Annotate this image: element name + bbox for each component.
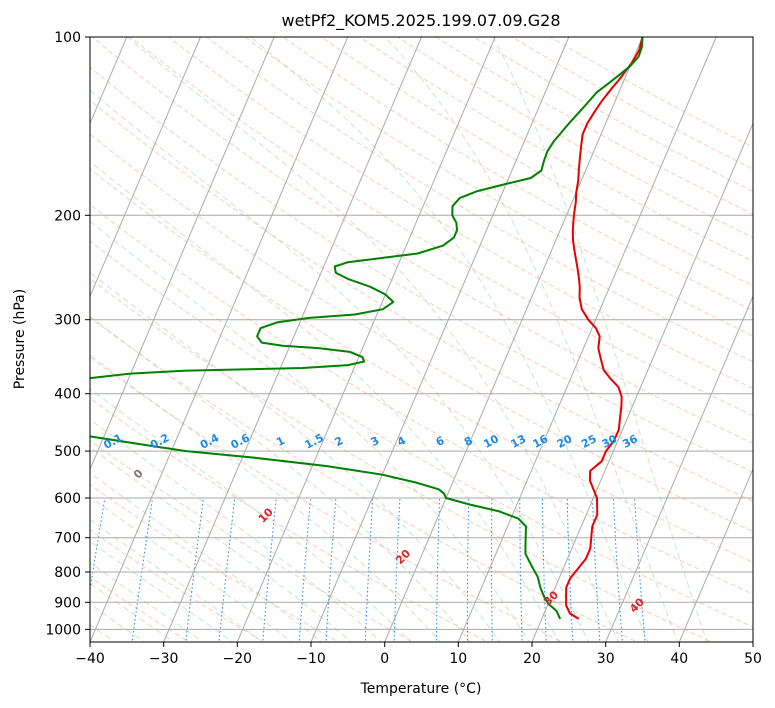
isotherm-line: [605, 295, 753, 642]
x-tick-label: −20: [223, 651, 253, 667]
mixing-ratio-label: 16: [531, 432, 551, 451]
moist-adiabat-line: [127, 37, 619, 642]
y-tick-label: 200: [54, 208, 81, 224]
y-tick-label: 600: [54, 491, 81, 507]
y-tick-label: 1000: [45, 622, 81, 638]
y-tick-label: 100: [54, 30, 81, 46]
mixing-ratio-label: 30: [600, 432, 620, 451]
y-tick-label: 500: [54, 444, 81, 460]
x-tick-label: −30: [149, 651, 179, 667]
isotherm-line: [236, 37, 496, 642]
mixing-ratio-line: [131, 497, 154, 642]
plot-frame: [89, 36, 754, 643]
mixing-ratio-line: [185, 497, 204, 642]
temperature-profile-line: [565, 37, 644, 620]
dry-adiabat-line: [90, 133, 753, 533]
moist-adiabat-line: [90, 160, 560, 642]
x-tick-label: 30: [597, 651, 615, 667]
y-axis: 1000 900 800 700 600 500 400 300 200 100: [45, 30, 90, 638]
isobars: [90, 37, 753, 630]
moist-adiabat-line: [90, 354, 442, 642]
isotherm-line: [90, 37, 201, 298]
dewpoint-profile-line: [90, 37, 644, 620]
isotherm-line: [384, 37, 643, 642]
mixing-ratio-line: [218, 497, 236, 642]
x-tick-label: 40: [670, 651, 688, 667]
dry-adiabat-line: [90, 203, 753, 595]
x-tick-label: −10: [296, 651, 326, 667]
isotherm-line: [678, 467, 753, 642]
y-tick-label: 400: [54, 387, 81, 403]
x-axis-label: Temperature (°C): [360, 681, 482, 697]
isotherm-line: [531, 122, 753, 642]
isotherm-line: [310, 37, 570, 642]
y-tick-label: 800: [54, 565, 81, 581]
mixing-ratio-lines: [90, 497, 646, 642]
profiles: [90, 37, 644, 620]
chart-title: wetPf2_KOM5.2025.199.07.09.G28: [281, 11, 560, 31]
y-tick-label: 300: [54, 313, 81, 329]
y-tick-label: 900: [54, 595, 81, 611]
moist-adiabat-line: [90, 472, 323, 642]
mixing-ratio-line: [90, 497, 106, 593]
mixing-ratio-label: 13: [509, 432, 529, 451]
x-axis: −40 −30 −20 −10 0 10 20 30 40 50: [75, 642, 762, 667]
mixing-ratio-label: 20: [555, 432, 575, 451]
isotherm-line: [163, 37, 422, 642]
dry-adiabat-line: [91, 37, 753, 445]
dry-adiabat-line: [90, 66, 753, 473]
y-axis-label: Pressure (hPa): [12, 289, 28, 389]
mixing-ratio-label: 10: [481, 432, 501, 451]
isotherms: [90, 37, 753, 642]
dry-adiabat-line: [90, 240, 753, 628]
x-tick-label: 10: [449, 651, 467, 667]
mixing-ratio-label: 36: [620, 432, 640, 451]
isotherm-line: [90, 37, 349, 642]
mixing-ratio-label: 25: [579, 432, 599, 451]
x-tick-label: −40: [75, 651, 105, 667]
x-tick-label: 0: [380, 651, 389, 667]
isotherm-line: [457, 37, 717, 642]
x-tick-label: 50: [744, 651, 762, 667]
y-tick-label: 700: [54, 531, 81, 547]
x-tick-label: 20: [523, 651, 541, 667]
isotherm-line: [90, 37, 275, 471]
dry-adiabat-line: [129, 37, 753, 417]
